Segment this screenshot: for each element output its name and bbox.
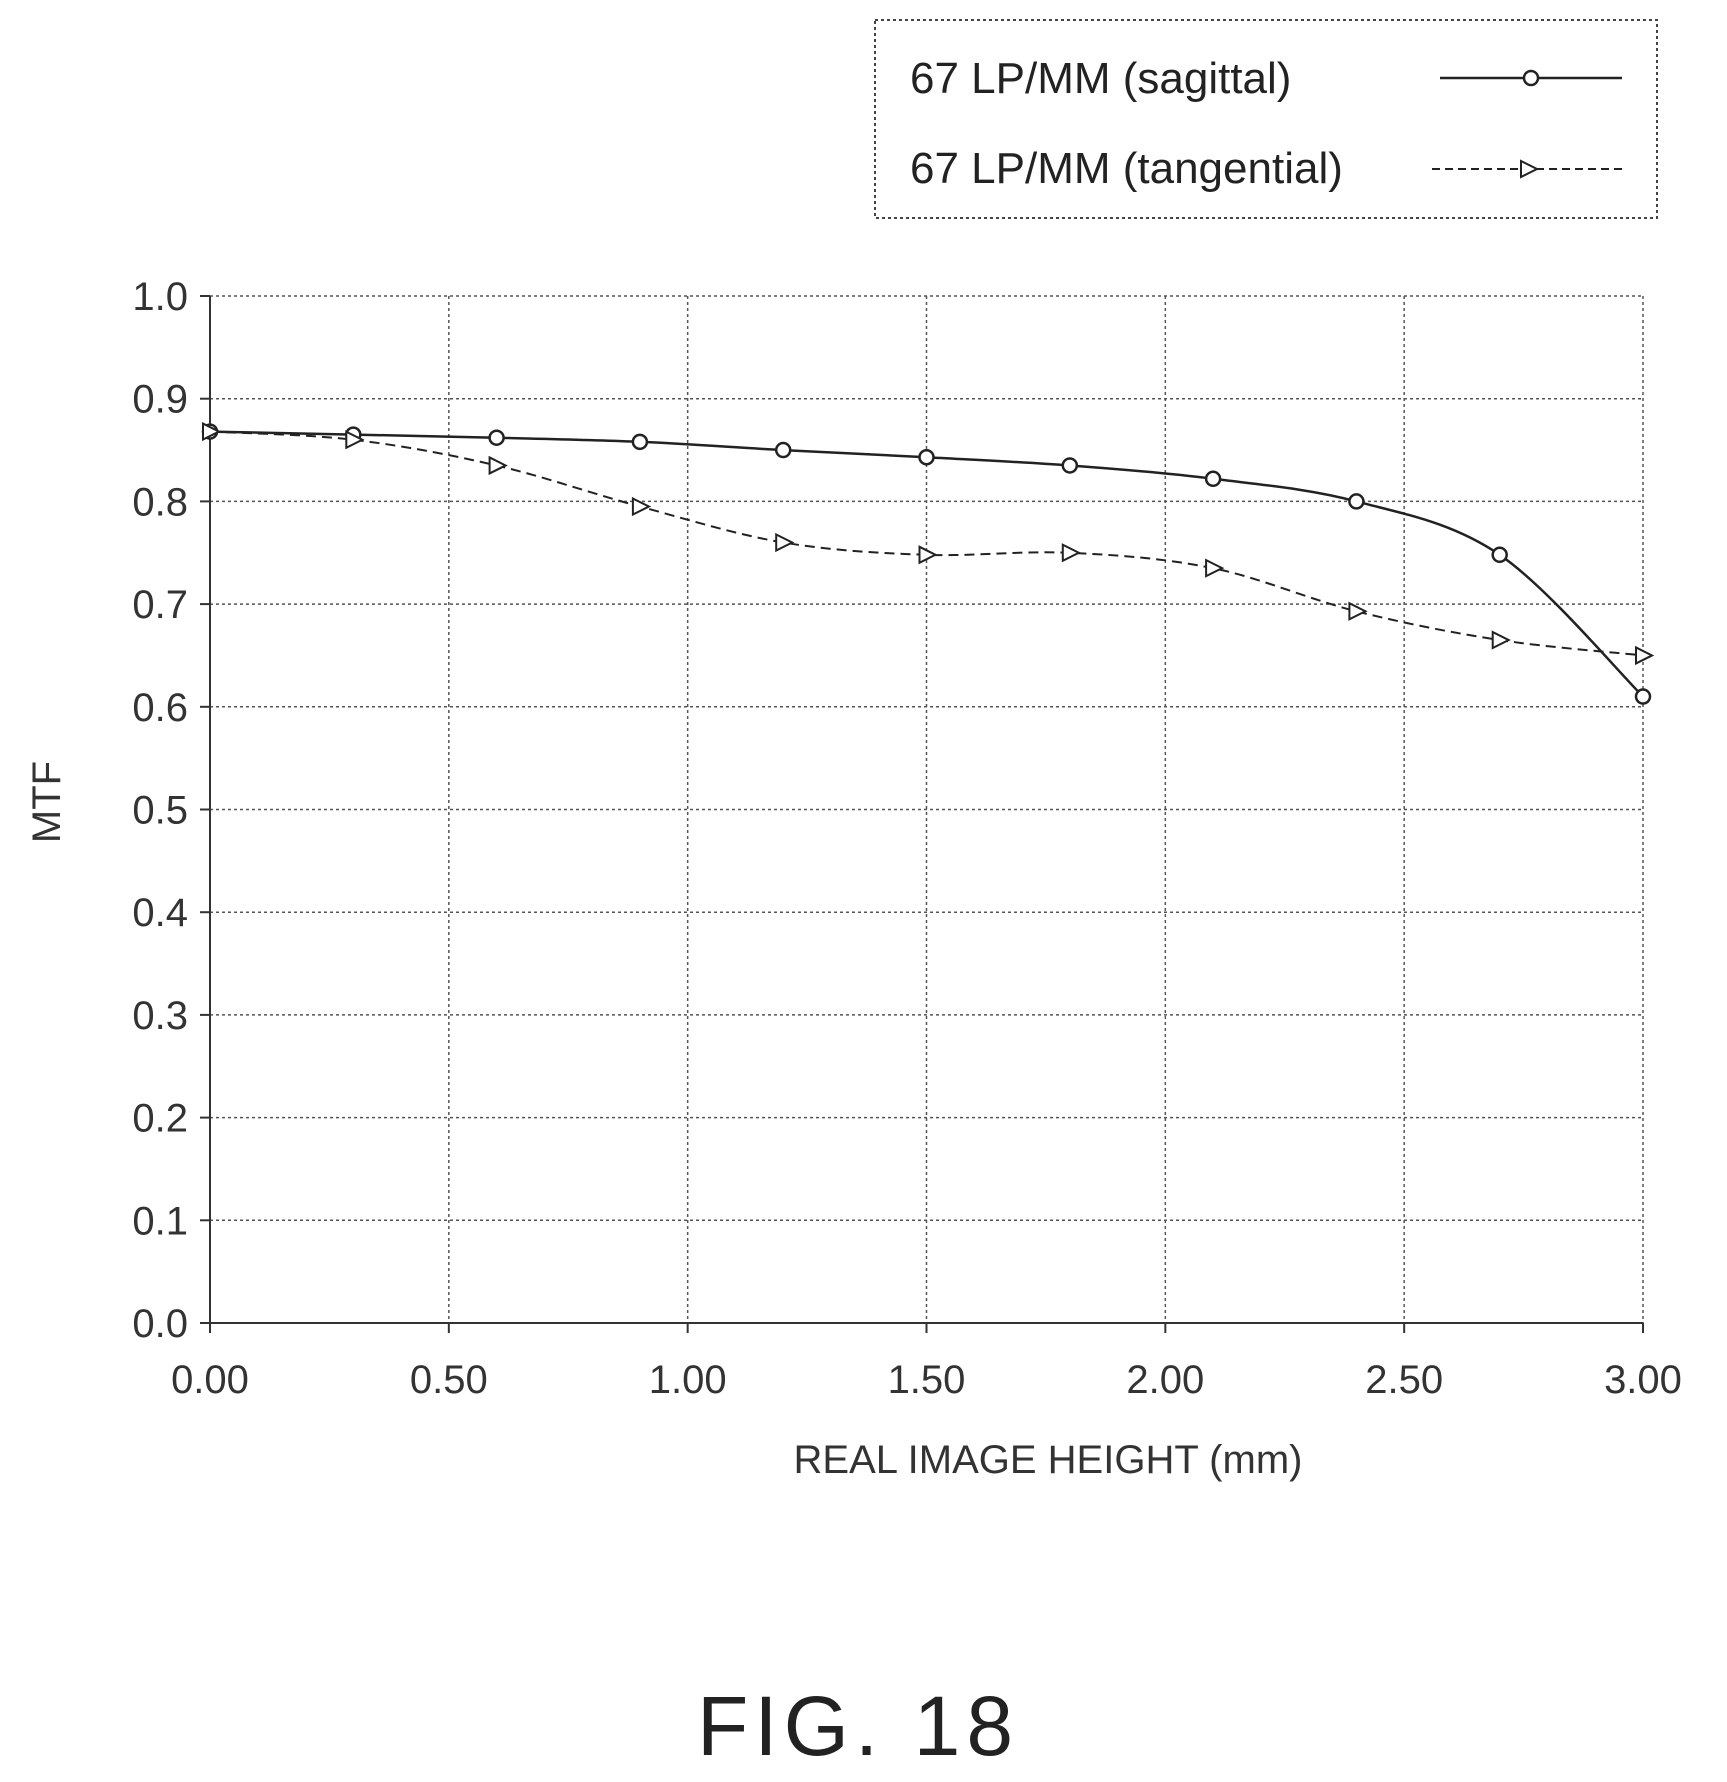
series-markers: [201, 421, 1655, 705]
series-lines: [209, 430, 1644, 698]
legend-frame: [874, 19, 1658, 219]
marker-sagittal: [488, 429, 505, 446]
y-tick-label: 0.8: [132, 480, 188, 524]
axes: [200, 295, 1644, 1333]
y-axis-title: MTF: [25, 761, 69, 843]
marker-tangential: [1061, 543, 1082, 563]
legend-swatch-sagittal: [1440, 69, 1622, 87]
marker-tangential: [345, 430, 365, 450]
x-tick-label: 0.50: [410, 1358, 488, 1402]
y-tick-label: 0.5: [132, 789, 188, 833]
x-tick-label: 1.00: [649, 1358, 727, 1402]
marker-tangential: [1635, 645, 1655, 666]
marker-sagittal: [918, 448, 935, 466]
marker-sagittal: [1348, 493, 1365, 510]
y-tick-label: 0.9: [132, 378, 188, 422]
legend: 67 LP/MM (sagittal) 67 LP/MM (tangential…: [874, 19, 1658, 219]
marker-tangential: [1491, 630, 1511, 650]
marker-tangential: [1348, 601, 1368, 621]
marker-tangential: [1205, 558, 1225, 578]
marker-sagittal: [774, 441, 792, 459]
y-tick-label: 0.1: [132, 1199, 188, 1243]
marker-tangential: [631, 496, 652, 517]
legend-label-sagittal: 67 LP/MM (sagittal): [910, 54, 1291, 103]
legend-label-tangential: 67 LP/MM (tangential): [910, 144, 1343, 193]
y-tick-label: 1.0: [132, 275, 188, 319]
marker-sagittal: [1634, 688, 1652, 705]
marker-sagittal: [1204, 470, 1222, 488]
x-tick-labels: 0.00 0.50 1.00 1.50 2.00 2.50 3.00: [171, 1358, 1682, 1402]
y-tick-label: 0.7: [132, 583, 188, 627]
series-line-sagittal: [209, 430, 1644, 698]
y-tick-labels: 0.0 0.1 0.2 0.3 0.4 0.5 0.6 0.7 0.8 0.9 1.0: [132, 275, 188, 1346]
series-line-tangential: [209, 430, 1644, 657]
marker-tangential: [488, 455, 508, 476]
marker-sagittal: [631, 433, 649, 451]
marker-tangential: [775, 532, 795, 553]
y-tick-label: 0.6: [132, 686, 188, 730]
marker-tangential: [202, 421, 222, 442]
marker-tangential: [918, 545, 938, 565]
x-tick-label: 1.50: [888, 1358, 966, 1402]
y-tick-label: 0.0: [132, 1302, 188, 1346]
x-axis-title: REAL IMAGE HEIGHT (mm): [794, 1438, 1303, 1482]
marker-sagittal: [1491, 546, 1508, 564]
y-tick-label: 0.4: [132, 891, 188, 935]
y-tick-label: 0.2: [132, 1097, 188, 1141]
x-tick-label: 3.00: [1604, 1358, 1682, 1402]
y-tick-label: 0.3: [132, 994, 188, 1038]
figure-caption: FIG. 18: [697, 1679, 1019, 1773]
legend-swatch-tangential: [1432, 159, 1622, 179]
x-tick-label: 0.00: [171, 1358, 249, 1402]
x-tick-label: 2.50: [1365, 1358, 1443, 1402]
x-tick-label: 2.00: [1126, 1358, 1204, 1402]
marker-sagittal: [1061, 457, 1079, 474]
